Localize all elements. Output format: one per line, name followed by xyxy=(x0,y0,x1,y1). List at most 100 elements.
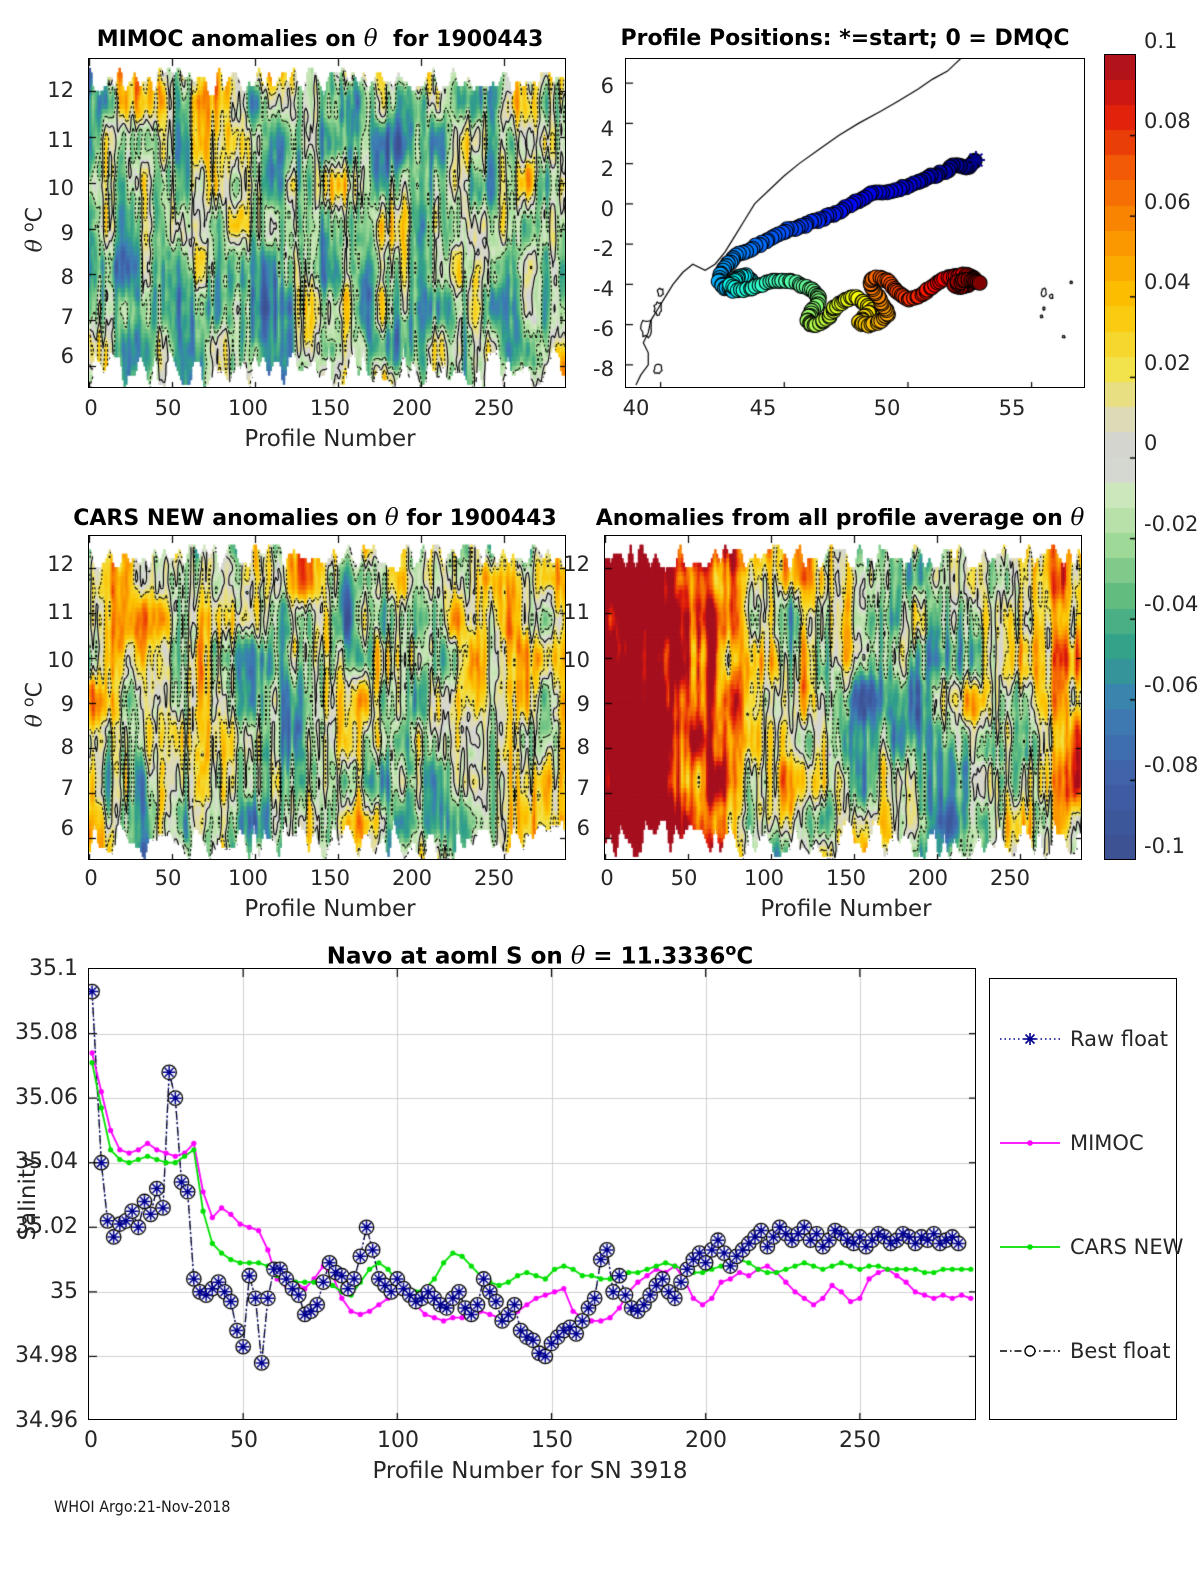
cars-title: CARS NEW anomalies on θ for 1900443 xyxy=(60,505,570,531)
cars-xtick-200: 200 xyxy=(391,866,433,890)
colorbar-tick-10: -0.1 xyxy=(1144,834,1185,858)
map-canvas xyxy=(626,59,1084,387)
cars-xtick-250: 250 xyxy=(473,866,515,890)
mimoc-heatmap-canvas xyxy=(89,59,565,387)
legend-item-cars-new[interactable]: CARS NEW xyxy=(998,1235,1183,1259)
map-ytick-6: 6 xyxy=(600,74,614,98)
cars-ytick-11: 11 xyxy=(47,600,74,624)
salinity-axes xyxy=(88,968,976,1420)
mimoc-xtick-100: 100 xyxy=(227,396,269,420)
cars-ytick-6: 6 xyxy=(60,816,74,840)
cars-ytick-7: 7 xyxy=(60,776,74,800)
mimoc-ytick-11: 11 xyxy=(47,128,74,152)
cars-xtick-150: 150 xyxy=(309,866,351,890)
salinity-xtick-100: 100 xyxy=(377,1428,419,1453)
figure-footer: WHOI Argo:21-Nov-2018 xyxy=(54,1497,231,1516)
salinity-legend: Raw float MIMOC CARS NEW Best float xyxy=(989,978,1183,1420)
cars-x-axis-label: Profile Number xyxy=(244,896,416,922)
mimoc-title-suffix: for 1900443 xyxy=(392,27,544,52)
mimoc-xtick-200: 200 xyxy=(391,396,433,420)
legend-label-cars-new: CARS NEW xyxy=(1070,1235,1184,1259)
salinity-title-theta: θ xyxy=(570,941,586,970)
legend-item-best-float[interactable]: Best float xyxy=(998,1339,1170,1363)
allprof-ytick-6: 6 xyxy=(576,816,590,840)
colorbar-tick-4: 0.02 xyxy=(1144,351,1191,375)
map-ytick-2: 2 xyxy=(600,157,614,181)
salinity-xtick-250: 250 xyxy=(839,1428,881,1453)
map-xtick-50: 50 xyxy=(873,396,901,420)
mimoc-xtick-0: 0 xyxy=(84,396,98,420)
cars-ytick-12: 12 xyxy=(47,552,74,576)
allprof-xtick-50: 50 xyxy=(670,866,698,890)
mimoc-ytick-7: 7 xyxy=(60,305,74,329)
map-ytick-neg2: -2 xyxy=(593,237,614,261)
colorbar-canvas xyxy=(1105,55,1135,859)
cars-title-suffix: for 1900443 xyxy=(406,506,557,531)
cars-heatmap-canvas xyxy=(89,536,565,859)
salinity-xtick-0: 0 xyxy=(84,1428,98,1453)
allprof-xtick-100: 100 xyxy=(743,866,785,890)
allprof-xtick-200: 200 xyxy=(907,866,949,890)
allprof-ytick-12: 12 xyxy=(563,552,590,576)
map-ytick-neg6: -6 xyxy=(593,317,614,341)
legend-item-mimoc[interactable]: MIMOC xyxy=(998,1131,1144,1155)
salinity-canvas xyxy=(89,969,975,1419)
cars-xtick-100: 100 xyxy=(227,866,269,890)
map-ytick-neg4: -4 xyxy=(593,277,614,301)
allprof-xtick-150: 150 xyxy=(825,866,867,890)
salinity-title-b: = 11.3336 xyxy=(593,943,726,970)
colorbar-tick-9: -0.08 xyxy=(1144,753,1199,777)
mimoc-title-theta: θ xyxy=(363,26,378,52)
legend-label-mimoc: MIMOC xyxy=(1070,1131,1144,1155)
map-ytick-neg8: -8 xyxy=(593,357,614,381)
allprof-xtick-250: 250 xyxy=(989,866,1031,890)
map-xtick-45: 45 xyxy=(749,396,777,420)
salinity-ytick-3498: 34.98 xyxy=(15,1343,78,1368)
legend-label-raw-float: Raw float xyxy=(1070,1027,1169,1051)
legend-label-best-float: Best float xyxy=(1070,1339,1171,1363)
allprof-heatmap-canvas xyxy=(605,536,1081,859)
allprof-heatmap-axes xyxy=(604,535,1082,860)
mimoc-xtick-250: 250 xyxy=(473,396,515,420)
legend-swatch-cars-new xyxy=(1000,1244,1060,1250)
salinity-x-axis-label: Profile Number for SN 3918 xyxy=(372,1458,688,1484)
salinity-ytick-3504: 35.04 xyxy=(15,1149,78,1174)
cars-xtick-0: 0 xyxy=(84,866,98,890)
colorbar-tick-2: 0.06 xyxy=(1144,190,1191,214)
allprof-title: Anomalies from all profile average on θ xyxy=(570,505,1110,531)
colorbar-tick-3: 0.04 xyxy=(1144,270,1191,294)
salinity-xtick-200: 200 xyxy=(685,1428,727,1453)
map-axes xyxy=(625,58,1085,388)
map-ytick-0: 0 xyxy=(600,197,614,221)
legend-item-raw-float[interactable]: Raw float xyxy=(998,1027,1168,1051)
salinity-title-a: Navo at aoml S on xyxy=(326,943,563,970)
map-xtick-40: 40 xyxy=(622,396,650,420)
colorbar-tick-8: -0.06 xyxy=(1144,673,1199,697)
salinity-y-axis-label: Salinity xyxy=(15,1155,41,1241)
allprof-title-prefix: Anomalies from all profile average on xyxy=(595,506,1063,531)
allprof-xtick-0: 0 xyxy=(600,866,614,890)
mimoc-ytick-9: 9 xyxy=(60,221,74,245)
mimoc-title-prefix: MIMOC anomalies on xyxy=(96,27,357,52)
cars-ytick-10: 10 xyxy=(47,648,74,672)
map-ytick-4: 4 xyxy=(600,117,614,141)
allprof-ytick-9: 9 xyxy=(576,692,590,716)
cars-title-theta: θ xyxy=(384,505,399,531)
allprof-ytick-7: 7 xyxy=(576,776,590,800)
allprof-ytick-11: 11 xyxy=(563,600,590,624)
mimoc-heatmap-axes xyxy=(88,58,566,388)
cars-title-prefix: CARS NEW anomalies on xyxy=(73,506,378,531)
allprof-ytick-8: 8 xyxy=(576,735,590,759)
colorbar-tick-6: -0.02 xyxy=(1144,512,1199,536)
allprof-title-theta: θ xyxy=(1070,505,1085,531)
cars-xtick-50: 50 xyxy=(154,866,182,890)
map-xtick-55: 55 xyxy=(998,396,1026,420)
legend-swatch-raw-float xyxy=(1000,1033,1060,1045)
salinity-ytick-35: 35 xyxy=(50,1279,78,1304)
mimoc-ytick-6: 6 xyxy=(60,344,74,368)
cars-ytick-8: 8 xyxy=(60,735,74,759)
colorbar-axes xyxy=(1104,54,1136,860)
salinity-ytick-351: 35.1 xyxy=(29,956,78,981)
salinity-xtick-50: 50 xyxy=(230,1428,258,1453)
colorbar-tick-0: 0.1 xyxy=(1144,29,1178,53)
